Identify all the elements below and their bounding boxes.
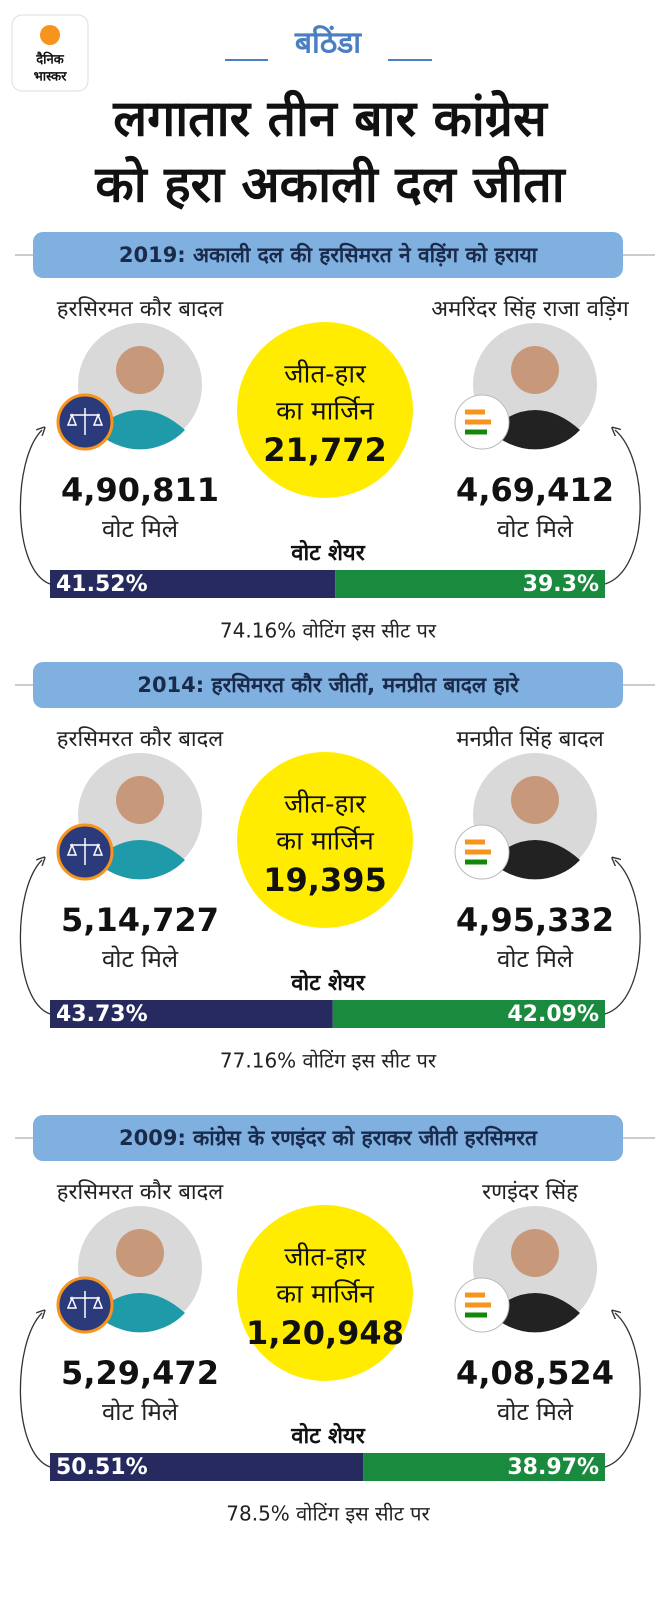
place-bg (268, 25, 388, 65)
arrow (604, 860, 641, 1015)
margin-circle (237, 752, 413, 928)
heading-pill (33, 662, 623, 708)
share-bar-runner-up (332, 1000, 605, 1028)
photo-head (511, 346, 559, 394)
share-label: 43.73% (56, 1002, 148, 1027)
share-bar-winner (50, 570, 336, 598)
share-label: 38.97% (507, 1455, 599, 1480)
share-title: वोट शेयर (290, 969, 365, 996)
party-logo-hand (465, 1292, 491, 1308)
share-label: 42.09% (507, 1002, 599, 1027)
heading: 2019: अकाली दल की हरसिमरत ने वड़िंग को ह… (119, 242, 539, 267)
logo-box (11, 14, 89, 92)
candidate-name: मनप्रीत सिंह बादल (456, 726, 604, 752)
turnout: 77.16% वोटिंग इस सीट पर (220, 1049, 437, 1073)
photo-body (490, 1293, 580, 1333)
margin-caption: का मार्जिन (276, 1279, 374, 1310)
party-logo-scale (66, 838, 104, 865)
share-label: 39.3% (523, 572, 599, 597)
share-bar-winner (50, 1000, 333, 1028)
party-logo-hand (465, 409, 491, 425)
photo-body (490, 840, 580, 880)
party-logo-hand (465, 839, 491, 855)
share-label: 41.52% (56, 572, 148, 597)
arrow (19, 860, 51, 1015)
votes: 5,29,472 (61, 1354, 219, 1392)
share-bar-runner-up (363, 1453, 605, 1481)
candidate-name: हरसिमरत कौर बादल (57, 1179, 224, 1205)
votes: 5,14,727 (61, 901, 219, 939)
margin-caption: का मार्जिन (276, 396, 374, 427)
title: को हरा अकाली दल जीता (94, 156, 566, 214)
votes-caption: वोट मिले (102, 1398, 179, 1426)
votes-caption: वोट मिले (497, 1398, 574, 1426)
votes-caption: वोट मिले (102, 515, 179, 543)
margin-caption: जीत-हार (284, 789, 367, 820)
heading-pill (33, 232, 623, 278)
share-label: 50.51% (56, 1455, 148, 1480)
place: बठिंडा (294, 25, 362, 61)
photo-head (116, 346, 164, 394)
votes-caption: वोट मिले (497, 515, 574, 543)
margin-caption: का मार्जिन (276, 826, 374, 857)
votes: 4,95,332 (456, 901, 614, 939)
photo-body (95, 840, 185, 880)
arrow (604, 430, 641, 585)
logo-text: भास्कर (34, 70, 68, 85)
party-logo-scale (66, 408, 104, 435)
candidate-name: रणइंदर सिंह (482, 1179, 578, 1205)
photo-body (95, 410, 185, 450)
margin-caption: जीत-हार (284, 359, 367, 390)
title: लगातार तीन बार कांग्रेस (112, 90, 549, 148)
share-bar-winner (50, 1453, 364, 1481)
logo-sun (40, 25, 60, 45)
photo-body (490, 410, 580, 450)
party-logo-scale (66, 1291, 104, 1318)
turnout: 78.5% वोटिंग इस सीट पर (226, 1502, 430, 1526)
heading-pill (33, 1115, 623, 1161)
votes: 4,08,524 (456, 1354, 614, 1392)
logo-text: दैनिक (35, 52, 64, 68)
margin-circle (237, 322, 413, 498)
heading: 2014: हरसिमरत कौर जीतीं, मनप्रीत बादल हा… (137, 672, 520, 697)
margin-caption: जीत-हार (284, 1242, 367, 1273)
margin-value: 21,772 (263, 431, 386, 469)
photo-head (511, 1229, 559, 1277)
photo-head (511, 776, 559, 824)
margin-value: 19,395 (263, 861, 386, 899)
arrow (604, 1313, 641, 1468)
share-bar-runner-up (335, 570, 605, 598)
photo-head (116, 776, 164, 824)
arrow (19, 430, 51, 585)
share-title: वोट शेयर (290, 539, 365, 566)
photo-head (116, 1229, 164, 1277)
candidate-name: हरसिमरत कौर बादल (57, 726, 224, 752)
votes-caption: वोट मिले (102, 945, 179, 973)
margin-circle (237, 1205, 413, 1381)
share-title: वोट शेयर (290, 1422, 365, 1449)
turnout: 74.16% वोटिंग इस सीट पर (220, 619, 437, 643)
heading: 2009: कांग्रेस के रणइंदर को हराकर जीती ह… (119, 1125, 538, 1150)
photo-body (95, 1293, 185, 1333)
votes: 4,69,412 (456, 471, 614, 509)
margin-value: 1,20,948 (246, 1314, 404, 1352)
votes-caption: वोट मिले (497, 945, 574, 973)
arrow (19, 1313, 51, 1468)
candidate-name: हरसिरमत कौर बादल (57, 296, 224, 322)
candidate-name: अमरिंदर सिंह राजा वड़िंग (431, 296, 629, 322)
votes: 4,90,811 (61, 471, 219, 509)
